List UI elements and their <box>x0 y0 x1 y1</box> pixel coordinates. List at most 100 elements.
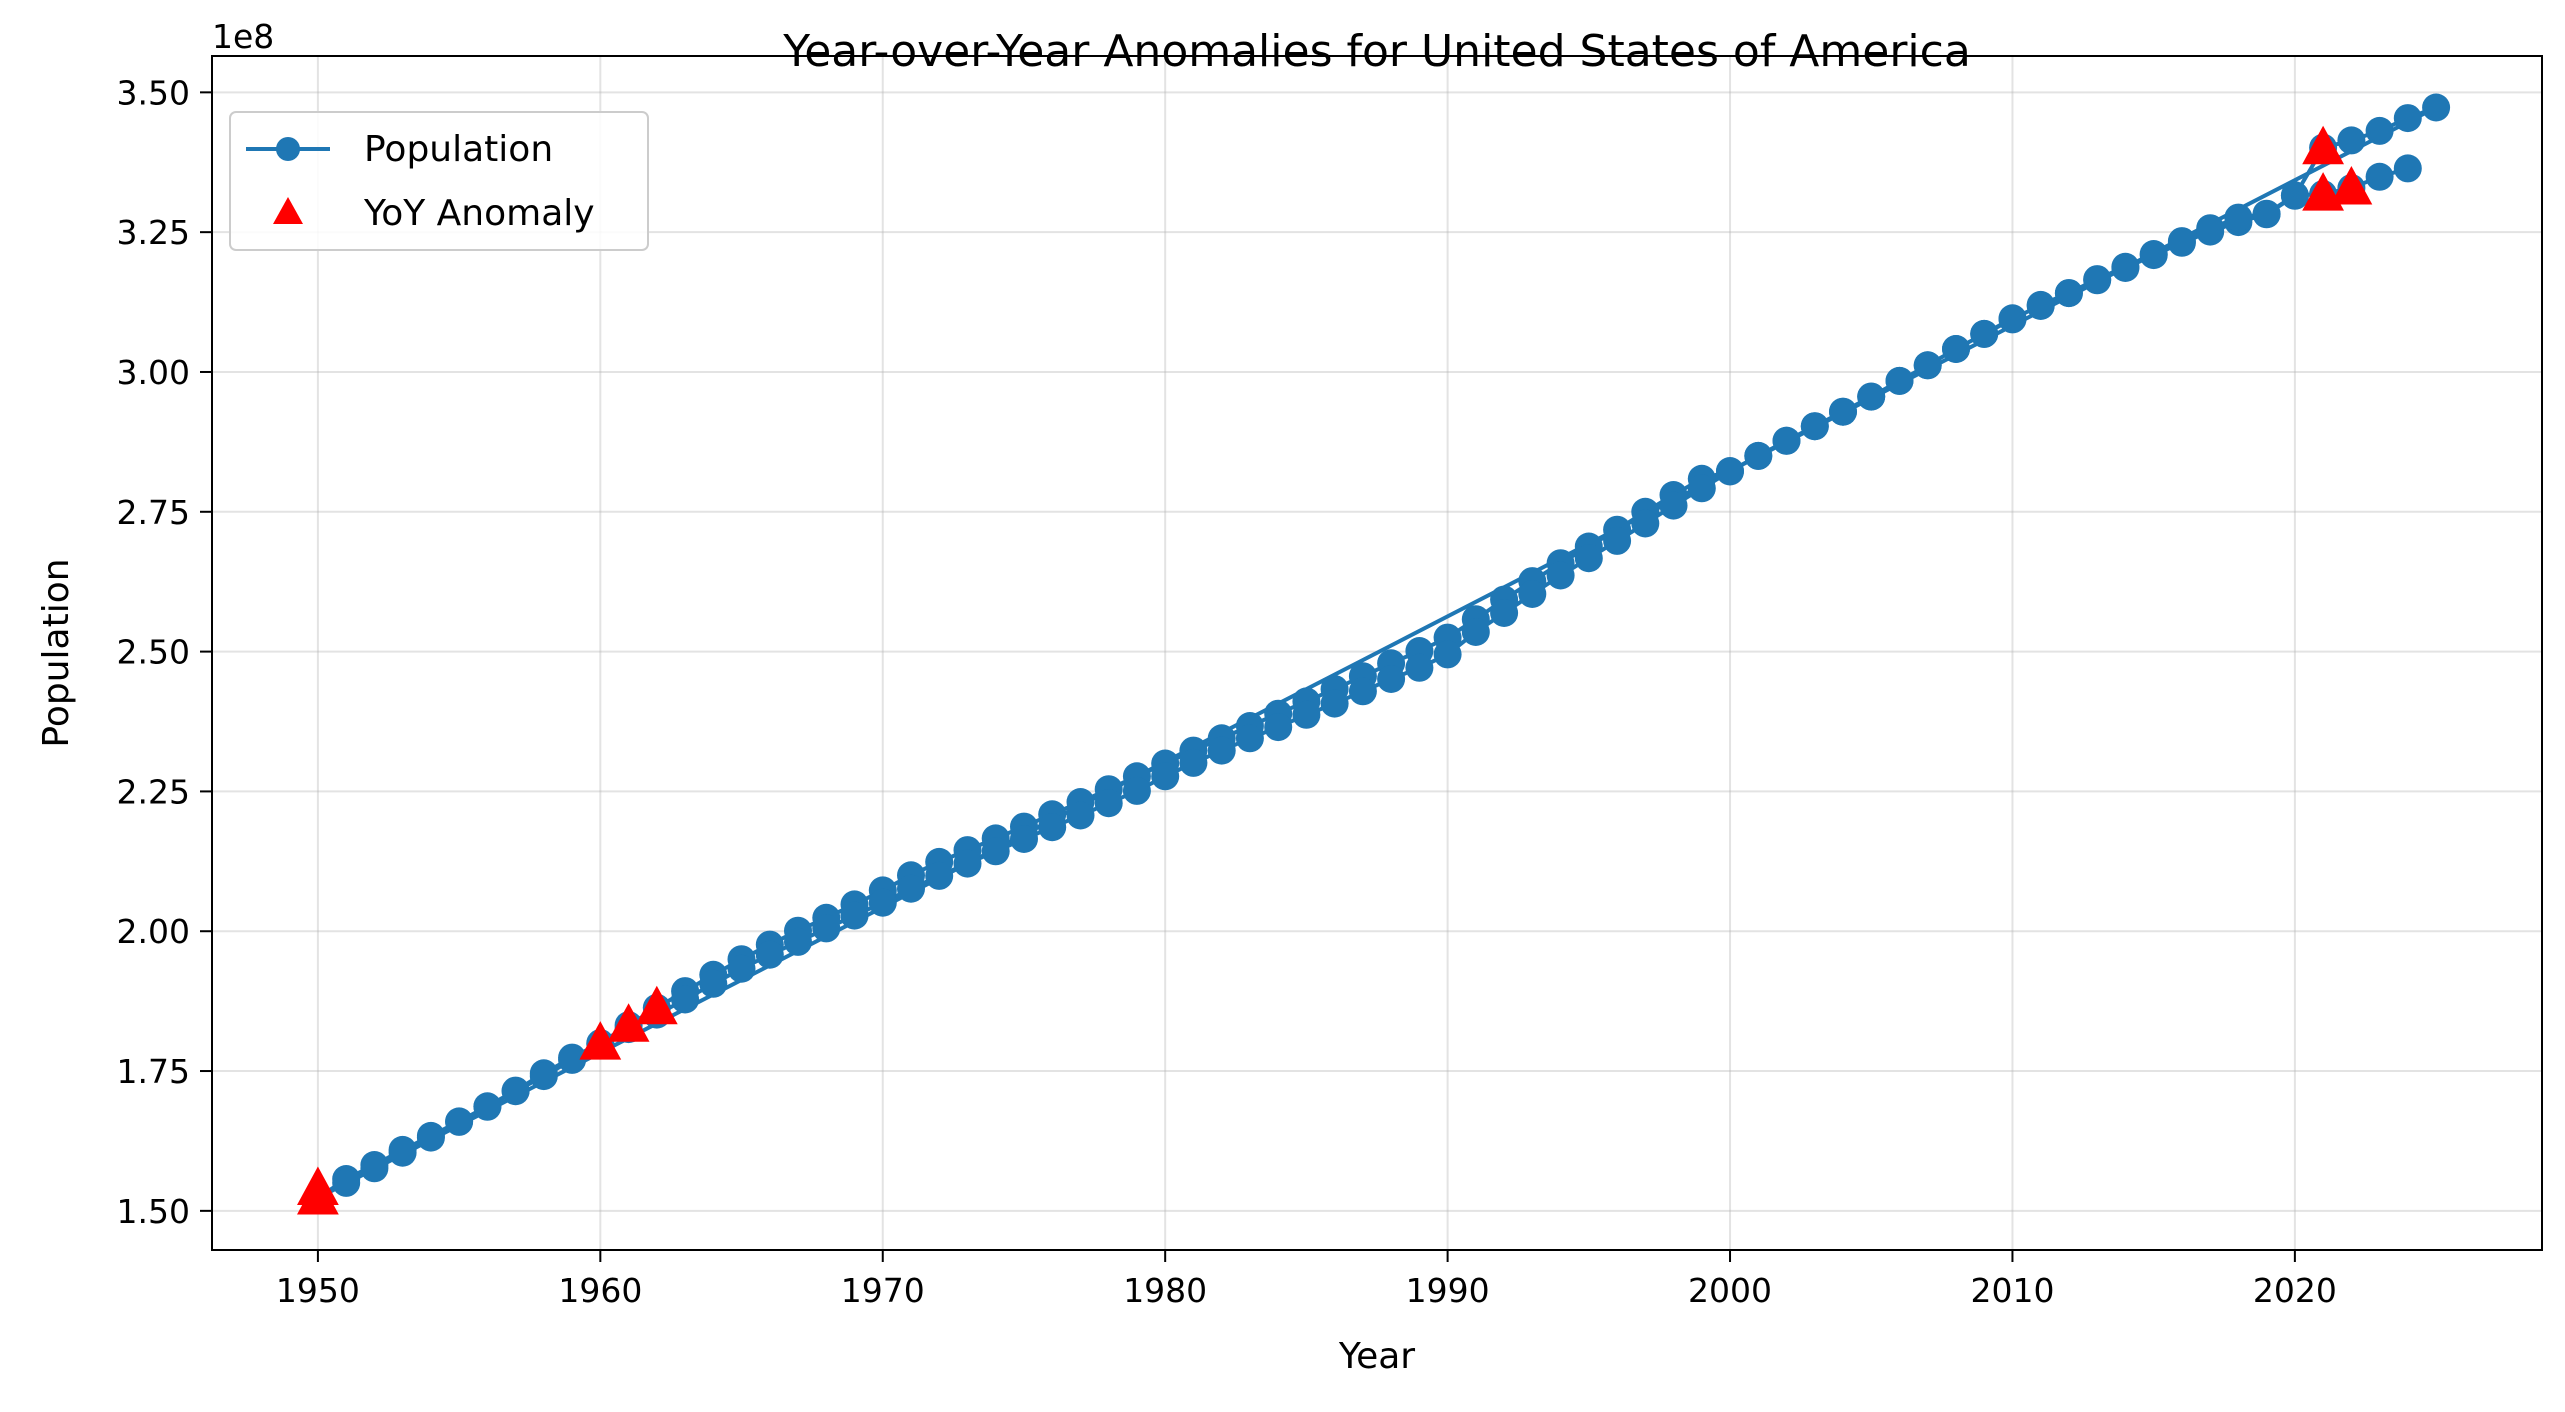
population-point <box>840 901 869 930</box>
population-point <box>981 837 1010 866</box>
population-point <box>445 1107 474 1136</box>
anomaly-marker <box>2330 166 2373 205</box>
population-point <box>1179 748 1208 777</box>
population-point <box>1546 561 1575 590</box>
x-tick-label: 1950 <box>276 1271 360 1310</box>
y-tick-label: 2.50 <box>117 633 190 672</box>
population-point <box>868 888 897 917</box>
population-point <box>1151 762 1180 791</box>
population-point <box>2054 279 2083 308</box>
population-point <box>1659 491 1688 520</box>
y-tick-label: 2.75 <box>117 493 190 532</box>
y-tick-label: 3.50 <box>117 73 190 112</box>
series-layer <box>297 93 2451 1215</box>
anomaly-marker <box>2302 125 2344 165</box>
population-point <box>1490 599 1519 627</box>
population-point <box>2139 240 2168 268</box>
population-point <box>2224 203 2253 232</box>
population-point <box>1631 509 1660 538</box>
x-tick-label: 1960 <box>558 1271 642 1310</box>
population-point <box>2167 227 2196 256</box>
population-point <box>1094 789 1123 818</box>
population-point <box>1970 319 1999 348</box>
population-point <box>2393 104 2422 133</box>
population-point <box>2280 181 2309 210</box>
population-point <box>416 1123 445 1152</box>
population-point <box>1744 441 1773 470</box>
population-point <box>473 1092 502 1121</box>
population-point <box>1857 382 1886 411</box>
population-point <box>2026 290 2055 319</box>
population-point <box>1320 689 1349 718</box>
population-point <box>1574 544 1603 573</box>
population-point <box>1377 665 1406 693</box>
population-point <box>699 969 728 998</box>
y-tick-label: 3.25 <box>117 213 190 252</box>
population-point <box>529 1062 558 1091</box>
anomaly-marker <box>297 1176 339 1215</box>
population-point <box>1998 305 2027 334</box>
y-axis-label: Population <box>36 558 77 747</box>
legend-marker-anomaly <box>273 197 303 224</box>
population-point <box>1603 526 1632 555</box>
population-point <box>1772 426 1801 455</box>
plot-frame <box>211 55 2543 1251</box>
population-point <box>2083 265 2112 294</box>
y-tick-label: 1.75 <box>117 1052 190 1091</box>
population-point <box>2252 199 2281 228</box>
population-point <box>558 1045 587 1074</box>
legend: Population YoY Anomaly <box>229 111 649 251</box>
population-point <box>2393 154 2422 183</box>
population-point <box>1235 724 1264 753</box>
population-point <box>2111 252 2140 281</box>
population-point <box>2337 126 2366 155</box>
population-point <box>332 1168 361 1197</box>
population-point <box>727 954 756 983</box>
population-point <box>1829 397 1857 426</box>
population-point <box>1292 700 1321 729</box>
anomaly-marker <box>607 1003 650 1042</box>
y-axis: 1.50 1.75 2.00 2.25 2.50 2.75 3.00 3.25 3.50 <box>117 73 212 1231</box>
population-point <box>1348 677 1377 706</box>
chart-title: Year-over-Year Anomalies for United Stat… <box>782 26 1971 77</box>
x-tick-label: 1970 <box>841 1271 925 1310</box>
population-point <box>360 1154 389 1183</box>
population-point <box>953 849 982 878</box>
population-point <box>1716 457 1744 486</box>
population-point <box>501 1077 530 1106</box>
population-point <box>2422 93 2451 122</box>
population-point <box>812 914 841 943</box>
y-tick-label: 3.00 <box>117 353 190 392</box>
population-point <box>1433 640 1462 669</box>
population-point <box>671 985 700 1014</box>
population-point <box>925 861 954 890</box>
population-point <box>2365 162 2394 191</box>
x-axis-label: Year <box>1338 1336 1415 1377</box>
population-point <box>755 940 784 969</box>
legend-label-population: Population <box>364 129 553 170</box>
population-point <box>784 927 812 956</box>
population-point <box>2196 214 2225 243</box>
x-tick-label: 2000 <box>1688 1271 1772 1310</box>
population-point <box>1942 335 1970 363</box>
population-point <box>1038 813 1067 842</box>
population-point <box>1010 825 1038 853</box>
population-point <box>388 1138 417 1167</box>
population-point <box>1885 366 1914 395</box>
population-point <box>1207 736 1236 765</box>
y-axis-offset-label: 1e8 <box>212 17 274 56</box>
population-point <box>1405 653 1434 682</box>
population-point <box>1461 618 1490 646</box>
y-tick-label: 2.00 <box>117 912 190 951</box>
population-point <box>1518 580 1547 608</box>
population-point <box>1122 776 1151 805</box>
legend-marker-population <box>276 137 300 161</box>
y-tick-label: 2.25 <box>117 772 190 811</box>
x-tick-label: 2020 <box>2253 1271 2337 1310</box>
population-point <box>1800 412 1829 441</box>
x-tick-label: 1980 <box>1123 1271 1207 1310</box>
population-point <box>1066 801 1095 830</box>
y-tick-label: 1.50 <box>117 1192 190 1231</box>
x-tick-label: 1990 <box>1406 1271 1490 1310</box>
